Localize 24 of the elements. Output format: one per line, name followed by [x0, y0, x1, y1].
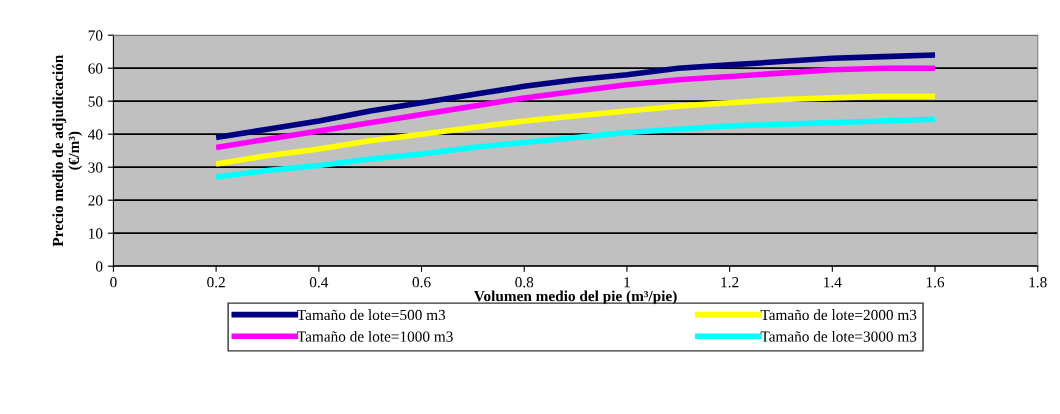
y-tick-label: 40 — [88, 129, 103, 140]
legend-label: Tamaño de lote=3000 m3 — [760, 330, 917, 342]
x-axis-title: Volumen medio del pie (m³/pie) — [474, 290, 677, 305]
y-tick-label: 10 — [89, 228, 103, 239]
x-tick-label: 1.4 — [824, 277, 842, 288]
y-axis-title: Precio medio de adjudicación (€/m³) — [52, 54, 83, 247]
x-tick-label: 0.8 — [515, 277, 534, 288]
x-tick-label: 0 — [110, 277, 117, 288]
x-tick-label: 1 — [624, 277, 630, 288]
y-tick-label: 30 — [88, 162, 103, 173]
y-tick-label: 50 — [88, 96, 103, 107]
y-tick-label: 60 — [88, 63, 103, 74]
x-tick-label: 1.8 — [1029, 277, 1047, 288]
legend-label: Tamaño de lote=2000 m3 — [760, 309, 917, 321]
y-tick-label: 20 — [88, 195, 103, 206]
x-tick-label: 1.6 — [926, 277, 945, 288]
legend-label: Tamaño de lote=1000 m3 — [297, 330, 453, 342]
y-tick-label: 70 — [88, 30, 103, 41]
x-tick-label: 0.6 — [412, 277, 431, 288]
x-tick-label: 0.2 — [207, 277, 225, 288]
x-tick-label: 1.2 — [721, 277, 739, 288]
y-tick-label: 0 — [95, 261, 103, 272]
x-tick-label: 0.4 — [309, 277, 329, 288]
legend-label: Tamaño de lote=500 m3 — [297, 309, 446, 321]
